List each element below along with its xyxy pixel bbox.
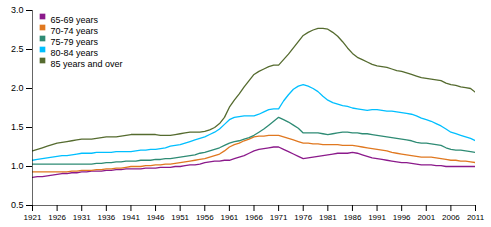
svg-text:2001: 2001: [417, 213, 435, 222]
svg-text:1951: 1951: [171, 213, 189, 222]
svg-text:75-79 years: 75-79 years: [51, 37, 99, 47]
svg-text:2.0: 2.0: [11, 83, 24, 93]
svg-text:0.5: 0.5: [11, 200, 24, 210]
svg-text:1926: 1926: [48, 213, 66, 222]
svg-text:1996: 1996: [393, 213, 411, 222]
svg-text:1986: 1986: [344, 213, 362, 222]
svg-text:1966: 1966: [245, 213, 263, 222]
svg-text:1.0: 1.0: [11, 161, 24, 171]
svg-text:80-84 years: 80-84 years: [51, 48, 99, 58]
svg-text:1941: 1941: [122, 213, 140, 222]
svg-text:1946: 1946: [147, 213, 165, 222]
svg-text:1936: 1936: [97, 213, 115, 222]
svg-text:1.5: 1.5: [11, 122, 24, 132]
svg-text:1931: 1931: [73, 213, 91, 222]
svg-text:1976: 1976: [294, 213, 312, 222]
svg-text:1921: 1921: [24, 213, 42, 222]
svg-text:1991: 1991: [368, 213, 386, 222]
svg-text:2006: 2006: [442, 213, 460, 222]
svg-text:70-74 years: 70-74 years: [51, 26, 99, 36]
svg-text:1981: 1981: [319, 213, 337, 222]
svg-text:1956: 1956: [196, 213, 214, 222]
svg-text:1961: 1961: [220, 213, 238, 222]
svg-text:65-69 years: 65-69 years: [51, 15, 99, 25]
svg-text:2.5: 2.5: [11, 44, 24, 54]
svg-text:1971: 1971: [270, 213, 288, 222]
svg-text:85 years and over: 85 years and over: [51, 59, 123, 69]
svg-text:2011: 2011: [467, 213, 485, 222]
svg-text:3.0: 3.0: [11, 5, 24, 15]
